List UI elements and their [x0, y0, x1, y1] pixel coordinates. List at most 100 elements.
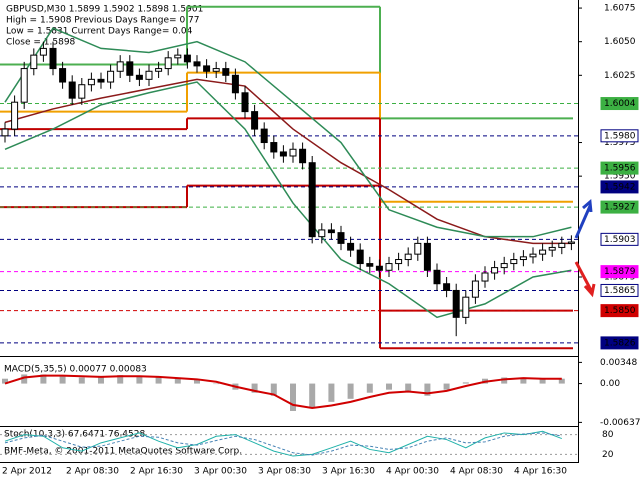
candle-body: [126, 61, 134, 76]
level-box: [600, 265, 639, 279]
macd-bar: [174, 378, 181, 384]
candle-body: [548, 246, 556, 251]
x-tick-label: 2 Apr 2012: [2, 467, 52, 477]
candle-body: [356, 249, 364, 265]
macd-bar: [366, 383, 373, 393]
macd-bar: [136, 376, 143, 384]
x-tick-label: 2 Apr 08:30: [66, 467, 119, 477]
macd-bar: [98, 376, 104, 384]
macd-bar: [251, 383, 258, 393]
candle-body: [222, 68, 230, 76]
level-label: 1.5850: [604, 306, 636, 316]
stoch-label: Stoch(10,3,3) 67.6471 76.4528: [4, 430, 145, 440]
indicator-line: [4, 81, 572, 319]
candle-body: [452, 289, 460, 318]
candle-body: [59, 68, 67, 83]
candle-body: [366, 263, 374, 267]
y-tick-label: -0.00637: [600, 418, 640, 428]
candle-body: [491, 267, 499, 274]
macd-bar: [2, 378, 8, 384]
candle-body: [87, 78, 95, 86]
level-label: 1.5942: [604, 182, 636, 192]
macd-bar: [539, 378, 546, 384]
macd-bar: [155, 377, 162, 384]
level-box: [600, 161, 639, 175]
up-arrow: [574, 198, 593, 239]
candle-body: [174, 54, 182, 59]
candle-body: [68, 81, 76, 99]
copyright: BMF-Meta, © 2001-2011 MetaQuotes Softwar…: [4, 447, 242, 457]
candle-body: [270, 142, 278, 153]
candle-body: [404, 253, 412, 261]
level-label: 1.5879: [604, 267, 636, 277]
candle-body: [260, 128, 268, 144]
macd-signal: [4, 374, 562, 409]
candle-body: [433, 269, 441, 285]
level-box: [600, 129, 639, 143]
candle-body: [49, 47, 57, 70]
level-box: [600, 336, 639, 350]
info-line: Close = 1.5898: [6, 38, 76, 48]
candle-body: [375, 265, 383, 271]
x-tick-label: 3 Apr 16:30: [322, 467, 375, 477]
info-line: Low = 1.5831 Current Days Range= 0.04: [6, 27, 193, 37]
macd-bar: [501, 377, 508, 384]
y-tick-label: 0.00: [600, 379, 620, 389]
candle-body: [97, 78, 105, 83]
macd-bar: [78, 377, 85, 384]
candle-body: [39, 47, 47, 56]
macd-bar: [347, 383, 354, 399]
candle-body: [135, 74, 143, 80]
y-tick-label: 1.5975: [604, 138, 636, 148]
candle-body: [212, 68, 220, 72]
candle-body: [164, 57, 172, 70]
macd-bar: [117, 375, 124, 384]
x-tick-label: 4 Apr 16:30: [514, 467, 567, 477]
level-box: [600, 283, 639, 297]
candle-body: [481, 272, 489, 282]
candle-body: [327, 229, 335, 234]
level-label: 1.6004: [604, 99, 636, 109]
macd-bar: [194, 379, 200, 384]
candle-body: [231, 74, 239, 94]
candle-body: [519, 256, 527, 261]
candle-body: [145, 70, 153, 80]
macd-bar: [290, 383, 296, 411]
level-label: 1.5980: [604, 131, 636, 141]
candle-body: [183, 54, 191, 63]
candle-body: [107, 70, 115, 83]
candle-body: [500, 263, 508, 269]
down-arrow: [574, 261, 596, 298]
macd-bar: [309, 383, 316, 408]
macd-bar: [520, 377, 527, 384]
x-tick-label: 3 Apr 00:30: [194, 467, 247, 477]
candle-body: [462, 296, 470, 318]
y-tick-label: 1.6050: [604, 37, 636, 47]
candle-body: [78, 84, 86, 99]
macd-bar: [386, 383, 392, 390]
candle-body: [510, 259, 518, 265]
candle-body: [529, 253, 537, 258]
macd-bar: [462, 382, 469, 384]
candle-body: [337, 232, 345, 244]
x-tick-label: 2 Apr 16:30: [130, 467, 183, 477]
macd-bar: [213, 383, 220, 385]
candle-body: [567, 241, 575, 244]
level-label: 1.5927: [604, 203, 636, 213]
y-tick-label: 20: [602, 450, 614, 460]
y-tick-label: 1.5950: [604, 172, 636, 182]
y-tick-label: 0.00348: [600, 358, 637, 368]
level-label: 1.5826: [604, 338, 636, 348]
macd-bar: [558, 378, 565, 384]
macd-bar: [21, 374, 28, 384]
candle-body: [203, 65, 211, 72]
candle-body: [299, 148, 307, 164]
candle-body: [241, 92, 249, 113]
x-tick-label: 3 Apr 08:30: [258, 467, 311, 477]
candle-body: [395, 259, 403, 265]
candle-body: [443, 283, 451, 291]
candle-body: [279, 151, 287, 157]
candle-body: [11, 101, 19, 130]
level-box: [600, 180, 639, 194]
